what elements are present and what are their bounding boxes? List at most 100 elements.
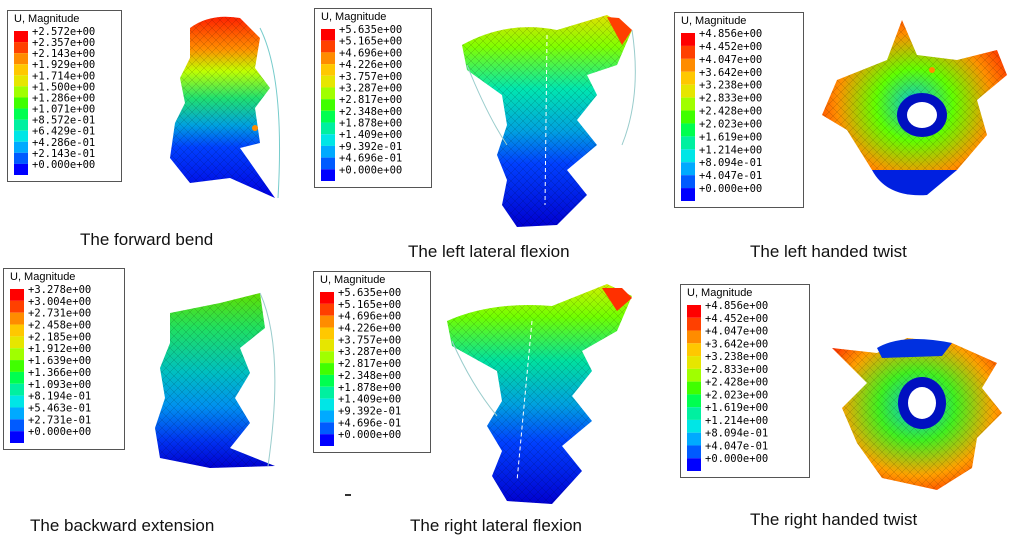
legend-tick-label: +1.093e+00 [28,379,91,391]
legend-tick-label: +2.357e+00 [32,37,95,49]
legend-swatch [320,386,334,399]
legend-tick-label: +4.452e+00 [705,313,768,325]
legend-tick-label: +0.000e+00 [28,426,91,438]
legend-tick-label: +3.278e+00 [28,284,91,296]
legend-tick-label: +1.214e+00 [705,415,768,427]
legend-tick-label: +1.214e+00 [699,144,762,156]
vertebra-model-backward-extension [155,292,276,468]
legend-swatch [681,123,695,137]
legend-left-handed-twist: U, Magnitude +4.856e+00 +4.452e+00 +4.047e… [674,12,804,208]
legend-tick-label: +9.392e-01 [339,141,402,153]
legend-tick-label: +2.817e+00 [339,94,402,106]
legend-tick-label: +1.500e+00 [32,81,95,93]
legend-swatch [14,130,28,142]
legend-tick-label: +8.094e-01 [705,428,768,440]
caption-backward-extension: The backward extension [30,516,215,535]
legend-swatch [681,84,695,98]
legend-tick-label: +1.619e+00 [705,402,768,414]
panel-left-lateral-flexion: U, Magnitude +5.635e+00 +5.165e+00 +4.696e… [312,0,653,269]
legend-tick-label: +3.757e+00 [339,71,402,83]
legend-swatch [687,419,701,433]
legend-forward-bend: U, Magnitude +2.572e+00 +2.357e+00 +2.143e… [7,10,122,182]
legend-tick-label: +5.165e+00 [339,36,402,48]
caption-right-lateral-flexion: The right lateral flexion [410,516,582,535]
legend-tick-label: +4.452e+00 [699,41,762,53]
legend-tick-label: +1.912e+00 [28,343,91,355]
legend-swatch [681,97,695,111]
legend-tick-label: +2.348e+00 [339,106,402,118]
panel-forward-bend: U, Magnitude +2.572e+00 +2.357e+00 +2.143e… [0,0,341,269]
legend-tick-label: +3.287e+00 [338,346,401,358]
legend-title: U, Magnitude [10,271,76,283]
legend-tick-label: +2.348e+00 [338,370,401,382]
legend-swatch [321,40,335,53]
legend-tick-label: +0.000e+00 [339,164,402,176]
legend-swatch [321,157,335,170]
legend-tick-label: +4.856e+00 [705,300,768,312]
legend-tick-label: +1.071e+00 [32,104,95,116]
legend-tick-label: +1.286e+00 [32,92,95,104]
legend-swatch [10,419,24,432]
panel-right-handed-twist: U, Magnitude +4.856e+00 +4.452e+00 +4.047e… [672,268,1013,537]
legend-tick-label: +8.094e-01 [699,157,762,169]
panel-left-handed-twist: U, Magnitude +4.856e+00 +4.452e+00 +4.047e… [672,0,1013,269]
legend-tick-label: +1.929e+00 [32,59,95,71]
legend-tick-label: +1.639e+00 [28,355,91,367]
legend-swatch [681,188,695,201]
legend-tick-label: +4.696e+00 [338,311,401,323]
legend-swatch [687,305,701,318]
legend-swatch [320,434,334,446]
legend-tick-label: +3.757e+00 [338,334,401,346]
legend-tick-label: +1.409e+00 [338,394,401,406]
legend-swatch [14,75,28,87]
legend-tick-label: +9.392e-01 [338,405,401,417]
vertebra-model-right-handed-twist [832,338,1002,490]
legend-title: U, Magnitude [687,287,753,299]
legend-swatch [320,315,334,328]
legend-tick-label: +1.714e+00 [32,70,95,82]
legend-swatch [687,407,701,420]
legend-swatch [681,33,695,46]
legend-tick-label: +2.428e+00 [699,106,762,118]
legend-title: U, Magnitude [14,13,80,25]
legend-swatch [681,162,695,176]
legend-scale: +5.635e+00+5.165e+00+4.696e+00+4.226e+00… [320,287,401,446]
legend-tick-label: +2.572e+00 [32,26,95,38]
legend-scale: +5.635e+00+5.165e+00+4.696e+00+4.226e+00… [321,24,402,181]
caption-left-lateral-flexion: The left lateral flexion [408,242,570,261]
legend-tick-label: +5.165e+00 [338,299,401,311]
legend-tick-label: +4.047e-01 [705,440,768,452]
legend-tick-label: +2.833e+00 [699,93,762,105]
legend-scale: +4.856e+00+4.452e+00+4.047e+00+3.642e+00… [681,28,762,201]
legend-swatch [321,52,335,65]
vertebra-model-forward-bend [170,16,281,199]
legend-left-lateral-flexion: U, Magnitude +5.635e+00 +5.165e+00 +4.696e… [314,8,432,188]
legend-tick-label: +1.878e+00 [339,118,402,130]
legend-tick-label: +2.817e+00 [338,358,401,370]
legend-tick-label: +0.000e+00 [705,453,768,465]
legend-tick-label: +3.238e+00 [699,80,762,92]
legend-scale: +3.278e+00+3.004e+00+2.731e+00+2.458e+00… [10,284,91,443]
legend-tick-label: +6.429e-01 [32,126,95,138]
legend-tick-label: +4.696e-01 [338,417,401,429]
legend-tick-label: +3.287e+00 [339,82,402,94]
legend-swatch [321,99,335,111]
legend-swatch [14,86,28,98]
legend-swatch [687,432,701,446]
legend-tick-label: +0.000e+00 [32,159,95,171]
vertebra-model-right-lateral-flexion [447,284,632,504]
legend-swatch [687,368,701,382]
legend-tick-label: +8.194e-01 [28,391,91,403]
legend-tick-label: +0.000e+00 [699,183,762,195]
legend-swatch [681,45,695,59]
legend-swatch [10,360,24,372]
legend-tick-label: +4.226e+00 [338,323,401,335]
caption-left-handed-twist: The left handed twist [750,242,907,261]
legend-tick-label: +2.185e+00 [28,331,91,343]
legend-swatch [320,374,334,387]
legend-tick-label: +2.731e-01 [28,414,91,426]
caption-right-handed-twist: The right handed twist [750,510,918,529]
legend-swatch [320,292,334,304]
legend-tick-label: +5.635e+00 [338,287,401,299]
legend-swatch [320,422,334,435]
